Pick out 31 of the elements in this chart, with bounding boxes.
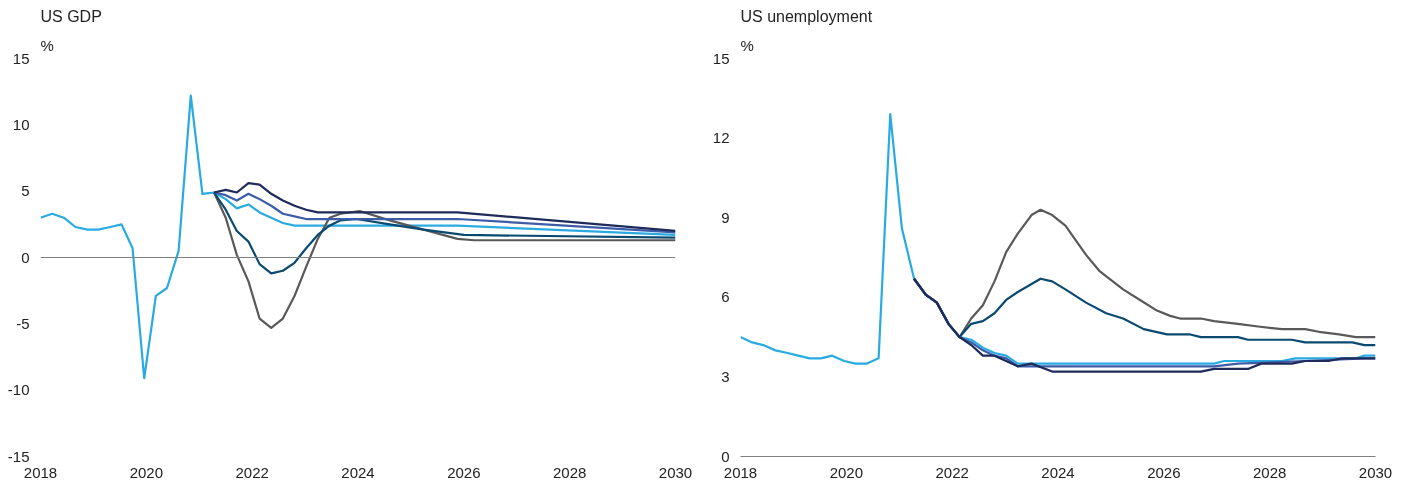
y-tick-label: 6 [721, 288, 730, 306]
y-tick-label: 3 [721, 367, 730, 385]
x-tick-label: 2024 [341, 463, 375, 481]
x-tick-label: 2026 [447, 463, 481, 481]
x-tick-label: 2020 [129, 463, 164, 481]
y-tick-label: 10 [12, 115, 30, 133]
x-tick-label: 2022 [935, 463, 969, 481]
y-tick-label: 15 [712, 49, 730, 67]
x-tick-label: 2030 [1358, 463, 1393, 481]
y-tick-label: 15 [12, 49, 30, 67]
y-axis-title: % [740, 36, 754, 54]
y-tick-label: -10 [7, 381, 30, 399]
x-tick-label: 2018 [723, 463, 758, 481]
y-axis-title: % [40, 36, 54, 54]
y-tick-label: 0 [21, 248, 30, 266]
y-tick-label: 0 [721, 447, 730, 465]
x-tick-label: 2018 [23, 463, 58, 481]
y-tick-label: -15 [7, 447, 30, 465]
x-tick-label: 2024 [1041, 463, 1075, 481]
y-tick-label: -5 [16, 314, 30, 332]
y-tick-label: 9 [721, 208, 730, 226]
x-tick-label: 2020 [829, 463, 864, 481]
y-tick-label: 12 [712, 129, 730, 147]
y-tick-label: 5 [21, 182, 30, 200]
x-tick-label: 2030 [658, 463, 693, 481]
x-tick-label: 2028 [552, 463, 587, 481]
x-tick-label: 2022 [235, 463, 269, 481]
chart-title: US unemployment [740, 7, 873, 25]
x-tick-label: 2028 [1252, 463, 1287, 481]
chart-title: US GDP [40, 7, 102, 25]
x-tick-label: 2026 [1147, 463, 1181, 481]
